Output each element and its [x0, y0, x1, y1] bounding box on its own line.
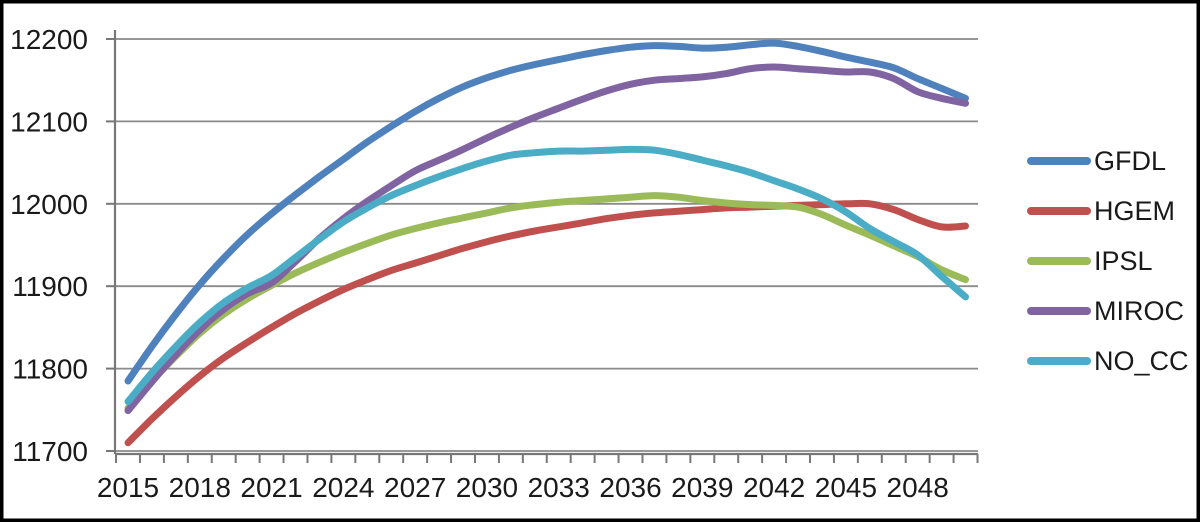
series-line-HGEM [124, 199, 969, 447]
y-axis-tick-label: 12100 [10, 106, 88, 137]
x-axis-tick-label: 2018 [169, 472, 231, 503]
series-line-MIROC [124, 63, 969, 415]
x-axis-tick-label: 2039 [671, 472, 733, 503]
series-line-GFDL [124, 39, 969, 385]
x-axis-tick-label: 2030 [456, 472, 518, 503]
x-axis-tick-label: 2042 [743, 472, 805, 503]
y-axis-tick-label: 11700 [12, 436, 88, 467]
x-axis-tick-label: 2033 [528, 472, 590, 503]
legend-label-IPSL: IPSL [1094, 246, 1153, 276]
x-axis-tick-label: 2048 [887, 472, 949, 503]
legend-label-MIROC: MIROC [1094, 296, 1184, 326]
x-axis-tick-label: 2027 [384, 472, 446, 503]
y-axis-tick-label: 12000 [10, 189, 88, 220]
y-axis-tick-label: 11900 [12, 271, 88, 302]
x-axis-tick-label: 2021 [240, 472, 302, 503]
series-line-NO_CC [124, 145, 969, 406]
legend-label-NO_CC: NO_CC [1094, 346, 1189, 376]
x-axis-tick-label: 2045 [815, 472, 877, 503]
y-axis-tick-label: 12200 [10, 24, 88, 55]
legend-label-GFDL: GFDL [1094, 146, 1166, 176]
x-axis-tick-label: 2024 [312, 472, 374, 503]
x-axis-tick-label: 2036 [599, 472, 661, 503]
x-axis-tick-label: 2015 [97, 472, 159, 503]
y-axis-tick-label: 11800 [12, 354, 88, 385]
legend-label-HGEM: HGEM [1094, 196, 1175, 226]
